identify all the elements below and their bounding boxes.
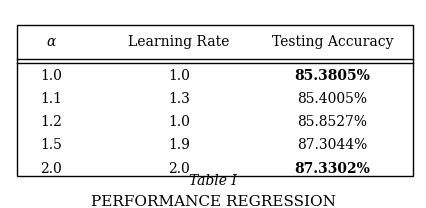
Text: 1.9: 1.9 <box>168 138 190 152</box>
Text: 85.3805%: 85.3805% <box>294 68 370 83</box>
Text: Learning Rate: Learning Rate <box>128 35 230 49</box>
Text: 1.0: 1.0 <box>168 115 190 129</box>
Text: 87.3044%: 87.3044% <box>297 138 367 152</box>
Text: 1.2: 1.2 <box>40 115 62 129</box>
Text: 2.0: 2.0 <box>168 162 190 176</box>
Text: 85.4005%: 85.4005% <box>297 92 367 106</box>
Text: 1.1: 1.1 <box>40 92 62 106</box>
Text: Testing Accuracy: Testing Accuracy <box>271 35 393 49</box>
Text: α: α <box>46 35 56 49</box>
Text: PERFORMANCE REGRESSION: PERFORMANCE REGRESSION <box>91 195 335 208</box>
Text: 1.3: 1.3 <box>168 92 190 106</box>
Text: 1.0: 1.0 <box>40 68 62 83</box>
Text: 1.0: 1.0 <box>168 68 190 83</box>
Text: 2.0: 2.0 <box>40 162 62 176</box>
Text: 85.8527%: 85.8527% <box>297 115 367 129</box>
Text: 87.3302%: 87.3302% <box>294 162 370 176</box>
Text: 1.5: 1.5 <box>40 138 62 152</box>
Text: Table I: Table I <box>189 174 237 188</box>
